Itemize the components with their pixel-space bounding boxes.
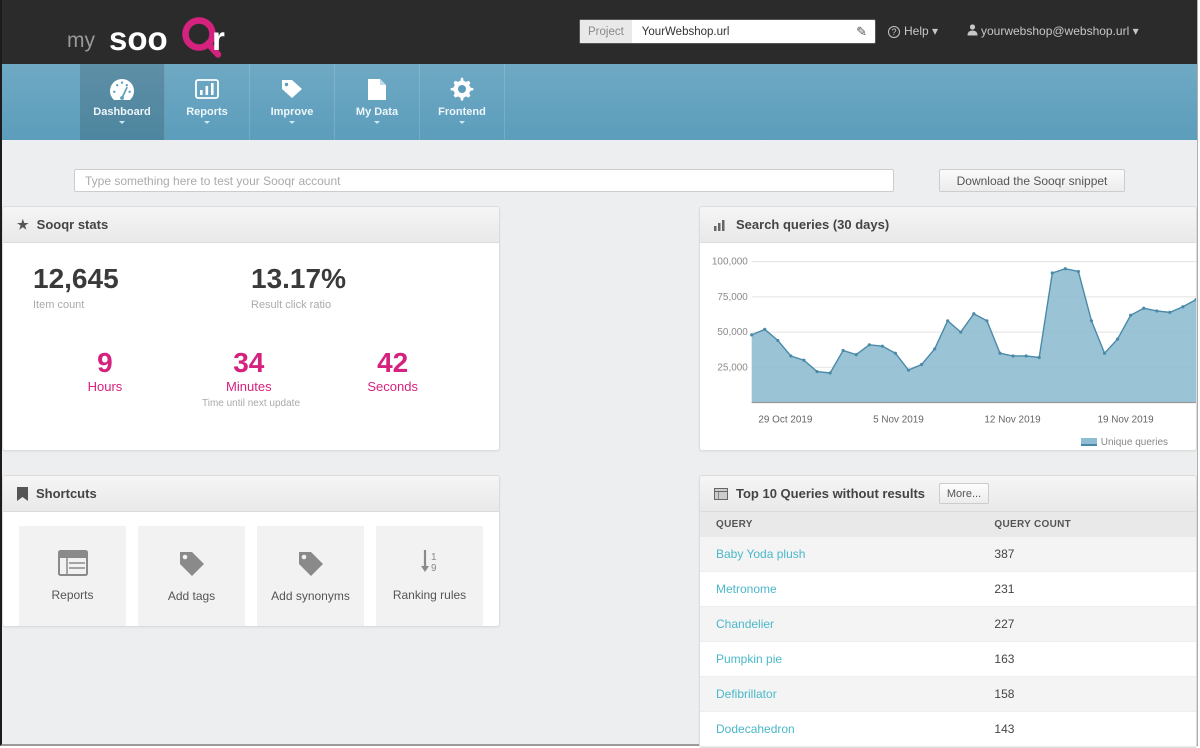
svg-text:r: r: [212, 20, 225, 57]
svg-text:29 Oct 2019: 29 Oct 2019: [758, 414, 812, 425]
svg-text:50,000: 50,000: [717, 327, 748, 338]
svg-text:75,000: 75,000: [717, 292, 748, 303]
svg-text:19 Nov 2019: 19 Nov 2019: [1097, 414, 1154, 425]
svg-text:100,000: 100,000: [712, 257, 748, 268]
svg-text:5 Nov 2019: 5 Nov 2019: [873, 414, 924, 425]
svg-text:25,000: 25,000: [717, 362, 748, 373]
svg-text:1: 1: [431, 552, 437, 563]
svg-text:my: my: [67, 29, 95, 52]
svg-text:soo: soo: [109, 20, 168, 57]
svg-text:12 Nov 2019: 12 Nov 2019: [984, 414, 1041, 425]
svg-text:9: 9: [431, 563, 437, 574]
